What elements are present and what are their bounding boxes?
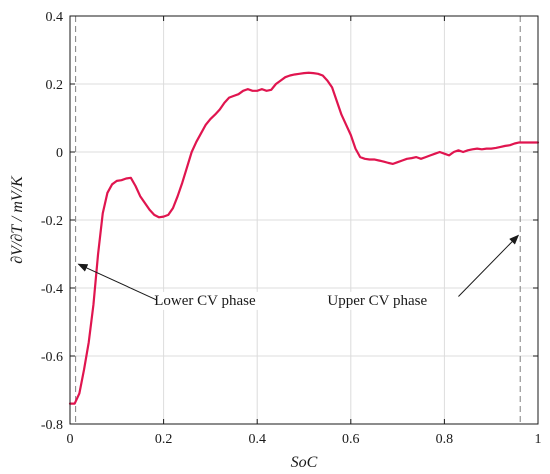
x-axis-label: SoC (291, 454, 318, 471)
x-tick-label: 0.2 (155, 432, 173, 447)
y-tick-label: -0.2 (41, 214, 63, 229)
annotation-arrow (77, 263, 157, 301)
gridlines (70, 16, 538, 424)
x-tick-label: 0.6 (342, 432, 360, 447)
cv-phase-markers (75, 16, 521, 424)
x-tick-label: 1 (535, 432, 542, 447)
annotation-label: Lower CV phase (154, 293, 256, 309)
x-tick-label: 0.8 (436, 432, 454, 447)
y-tick-label: 0.2 (46, 78, 64, 93)
y-tick-label: -0.6 (41, 350, 63, 365)
y-tick-label: -0.8 (41, 418, 63, 433)
y-axis-label: ∂V/∂T / mV/K (9, 175, 26, 264)
x-tick-label: 0.4 (248, 432, 266, 447)
annotation-label: Upper CV phase (327, 293, 427, 309)
series-line (68, 71, 540, 405)
y-tick-label: 0.4 (46, 10, 64, 25)
annotation-background (324, 291, 431, 310)
y-tick-label: -0.4 (41, 282, 63, 297)
y-tick-label: 0 (56, 146, 63, 161)
annotation-background (151, 291, 259, 310)
ticks: 0 0.2 0.4 0.6 0.8 1 -0.8 -0.6 -0.4 -0.2 0 0.2 0.4 (41, 10, 542, 447)
annotations: Lower CV phase Upper CV phase (77, 234, 520, 310)
annotation-arrow (458, 234, 520, 297)
series-layer (68, 71, 540, 405)
x-tick-label: 0 (67, 432, 74, 447)
